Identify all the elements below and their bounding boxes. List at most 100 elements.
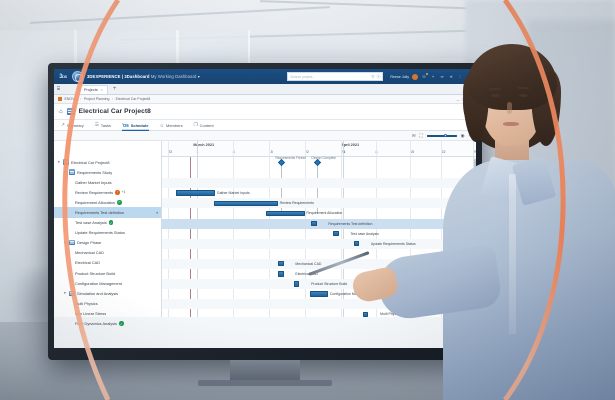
breadcrumb-item-2[interactable]: Electrical Car Project8 — [115, 97, 151, 101]
user-name[interactable]: Reese Jolly — [390, 74, 409, 79]
notification-icon[interactable]: ☉ — [422, 73, 428, 79]
zoom-slider-handle[interactable] — [443, 134, 447, 137]
status-badge[interactable]: ✓ — [108, 220, 114, 225]
task-row[interactable]: Requirement Allocation ✓ — [54, 197, 161, 207]
tab-members[interactable]: ☺ Members — [160, 120, 183, 131]
add-icon[interactable]: + — [431, 74, 435, 79]
panel-toggle-icon[interactable]: ⌸ — [57, 86, 61, 92]
breadcrumb-item-1[interactable]: Project Planning — [83, 97, 110, 101]
task-row[interactable]: Update Requirements Status — [54, 228, 161, 238]
gantt-row[interactable] — [162, 258, 476, 269]
gantt-row[interactable] — [162, 299, 476, 310]
app-top-bar: 3 DS 3DEXPERIENCE | 3Dashboard My Working… — [54, 69, 476, 84]
breadcrumb-item-0[interactable]: ENOVIA — [64, 97, 78, 101]
gantt-bar[interactable] — [333, 230, 339, 237]
task-row[interactable]: ▾ Electrical Car Project8 — [54, 157, 161, 167]
task-row[interactable]: Configuration Management — [54, 278, 161, 288]
share-icon[interactable]: ⋖ — [449, 74, 453, 79]
search-input[interactable]: Search project... ▽ ⓧ — [287, 72, 384, 81]
task-row[interactable]: Non Linear Stress — [54, 308, 161, 318]
task-row[interactable]: ▾ Design Phase — [54, 238, 161, 248]
gantt-bar[interactable] — [293, 281, 300, 287]
task-row[interactable]: ▾ Requirements Study — [54, 167, 161, 177]
status-badge[interactable]: ! — [115, 190, 120, 195]
tab-projects-label: Projects — [84, 87, 98, 92]
task-row[interactable]: Multi Physics — [54, 298, 161, 308]
task-row[interactable]: ▾ Simulation and Analysis — [54, 288, 161, 298]
eye-icon[interactable]: ◉ — [460, 132, 465, 138]
day-tick-label: 8 — [375, 149, 378, 154]
tab-projects[interactable]: Projects × — [79, 84, 108, 94]
gantt-bar[interactable] — [176, 190, 216, 196]
chevron-down-icon[interactable]: ▾ — [197, 74, 200, 79]
export-icon[interactable]: ⛶ — [419, 133, 423, 138]
row-menu-icon[interactable]: ▾ — [156, 210, 158, 215]
gantt-bar-label: Multi Physics — [380, 312, 401, 317]
minimize-icon[interactable]: – — [456, 97, 460, 103]
gantt-row[interactable] — [162, 238, 476, 249]
grid-line — [268, 141, 270, 156]
expand-collapse-icon[interactable]: ▾ — [64, 291, 66, 296]
task-row[interactable]: Product Structure Build — [54, 268, 161, 278]
close-icon[interactable]: × — [100, 87, 103, 92]
gantt-bar[interactable] — [309, 291, 329, 297]
grid-line — [168, 157, 169, 317]
page-title-row: ⌂ Electrical Car Project8 ✎ – ❐ × — [54, 97, 476, 120]
task-name: Design Phase — [77, 240, 102, 246]
task-row[interactable]: Electrical CAD — [54, 258, 161, 268]
tab-members-label: Members — [165, 122, 183, 128]
compass-icon[interactable] — [72, 71, 83, 82]
gantt-bar[interactable] — [213, 200, 279, 206]
gantt-bar[interactable] — [278, 261, 284, 267]
gantt-row[interactable] — [162, 198, 476, 209]
filter-icon[interactable]: ▽ — [371, 74, 375, 79]
task-row[interactable]: Mechanical CAD — [54, 248, 161, 258]
gantt-bar[interactable] — [353, 240, 359, 247]
milestone-marker[interactable] — [313, 158, 321, 167]
tab-content[interactable]: ❐ Content — [194, 120, 214, 131]
tab-tasks[interactable]: ☰ Tasks — [95, 120, 111, 131]
tab-summary[interactable]: ↗ Summary — [61, 120, 84, 131]
expand-collapse-icon[interactable]: ▾ — [58, 160, 60, 165]
task-row[interactable]: Test case Analysis ✓ — [54, 218, 161, 228]
avatar[interactable] — [412, 73, 418, 80]
expand-collapse-icon[interactable]: ▾ — [64, 170, 66, 175]
status-badge[interactable]: ✓ — [117, 200, 122, 205]
mouth — [503, 122, 519, 126]
task-row[interactable]: Fluid Dynamics Analysis ✓ — [54, 319, 161, 329]
day-tick-label: 22 — [441, 149, 446, 154]
mail-icon[interactable]: ✉ — [411, 132, 416, 138]
task-name: Review Requirements — [75, 189, 114, 195]
clear-icon[interactable]: ⓧ — [376, 73, 381, 79]
task-name: Simulation and Analysis — [77, 290, 119, 296]
members-icon: ☺ — [159, 122, 164, 128]
breadcrumb-separator: › — [80, 97, 82, 101]
zoom-slider[interactable] — [426, 133, 457, 138]
today-line — [190, 157, 191, 317]
gantt-row[interactable] — [162, 279, 476, 290]
expand-collapse-icon[interactable]: ▾ — [64, 240, 66, 245]
gantt-bar[interactable] — [311, 220, 317, 227]
gantt-bar[interactable] — [265, 210, 305, 216]
home-icon[interactable]: ⌂ — [59, 108, 63, 115]
tab-content-label: Content — [199, 122, 214, 128]
gantt-bar[interactable] — [278, 271, 284, 277]
gantt-bar[interactable] — [362, 311, 369, 317]
task-row[interactable]: Review Requirements! +1 — [54, 187, 161, 197]
collab-icon[interactable]: ∶ — [459, 74, 461, 79]
task-name: Requirement Allocation — [75, 199, 116, 205]
gantt-row[interactable] — [162, 178, 476, 189]
gantt-row[interactable] — [162, 218, 476, 229]
gantt-bar-label: Requirement Allocation — [306, 211, 343, 216]
milestone-marker[interactable] — [277, 158, 285, 167]
add-tab-button[interactable]: + — [112, 86, 117, 92]
gantt-bar-label: Gather Market Inputs — [216, 191, 250, 196]
milestone-label: Requirements Freeze — [275, 156, 306, 160]
tab-schedule[interactable]: Ὄ5 Schedule — [122, 120, 149, 131]
task-row[interactable]: Gather Market Inputs — [54, 177, 161, 187]
task-row[interactable]: Requirements Test definition ▾ — [54, 207, 161, 218]
3ds-logo-icon[interactable]: 3 DS — [59, 73, 67, 80]
milestone-label: Design Complete — [311, 156, 336, 160]
link-icon[interactable]: ∞ — [440, 74, 444, 79]
status-badge[interactable]: ✓ — [118, 321, 124, 326]
